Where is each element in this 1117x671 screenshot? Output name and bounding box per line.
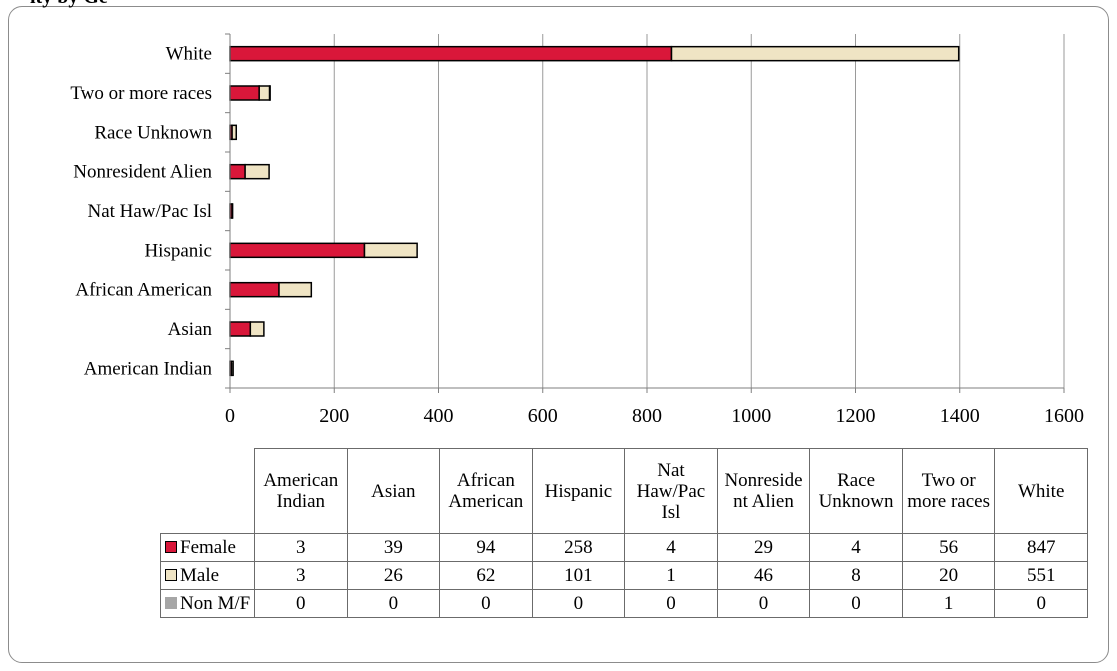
table-cell: 1	[624, 561, 718, 590]
table-header-cell: Nonreside nt Alien	[716, 448, 811, 534]
table-cell: 847	[994, 533, 1088, 562]
legend-non-mf: Non M/F	[160, 589, 255, 618]
x-tick-label: 1200	[836, 405, 876, 427]
table-cell: 258	[531, 533, 626, 562]
bar-male	[249, 321, 265, 337]
table-cell: 0	[809, 589, 903, 618]
table-cell: 0	[994, 589, 1088, 618]
table-header-cell: Nat Haw/Pac Isl	[624, 448, 718, 534]
bar-female	[229, 281, 280, 298]
legend-swatch-male	[165, 568, 177, 581]
table-cell: 0	[346, 589, 441, 618]
table-cell: 1	[901, 589, 996, 618]
table-cell: 46	[716, 561, 811, 590]
table-header-row: American Indian Asian African American H…	[160, 448, 1088, 534]
legend-male: Male	[160, 561, 255, 590]
bar-male	[244, 163, 270, 180]
legend-female: Female	[160, 533, 255, 562]
category-label: African American	[75, 280, 212, 301]
table-cell: 0	[254, 589, 348, 618]
x-tick-label: 800	[632, 405, 662, 427]
table-header-cell: Two or more races	[901, 448, 996, 534]
table-cell: 3	[254, 561, 348, 590]
table-cell: 0	[716, 589, 811, 618]
bar-male	[363, 242, 418, 259]
table-cell: 39	[346, 533, 441, 562]
bar-male	[258, 85, 271, 101]
bar-male	[278, 281, 313, 298]
table-row-male: Male 3 26 62 101 1 46 8 20 551	[160, 561, 1088, 590]
legend-label: Female	[180, 536, 236, 558]
category-label: Nonresident Alien	[73, 162, 212, 183]
table-header-cell: Race Unknown	[809, 448, 903, 534]
table-header-cell: African American	[439, 448, 533, 534]
category-label: Asian	[168, 319, 213, 340]
table-cell: 0	[531, 589, 626, 618]
data-table: American Indian Asian African American H…	[160, 448, 1088, 618]
gridlines	[333, 34, 1065, 388]
legend-swatch-female	[165, 540, 177, 553]
table-cell: 0	[624, 589, 718, 618]
table-header-cell: Hispanic	[531, 448, 626, 534]
table-row-non-mf: Non M/F 0 0 0 0 0 0 0 1 0	[160, 589, 1088, 618]
table-cell: 3	[254, 533, 348, 562]
x-tick-label: 1600	[1044, 405, 1084, 427]
table-cell: 4	[809, 533, 903, 562]
category-label: Hispanic	[144, 240, 212, 261]
table-cell: 8	[809, 561, 903, 590]
category-label: Nat Haw/Pac Isl	[87, 201, 212, 222]
bar-male	[231, 203, 234, 219]
chart-title: ity by Ge	[30, 0, 108, 9]
legend-swatch-non-mf	[165, 596, 177, 609]
bar-male	[670, 45, 960, 62]
table-corner	[160, 448, 255, 534]
legend-label: Male	[180, 564, 220, 586]
chart-frame	[8, 6, 1109, 663]
bar-female	[229, 85, 260, 101]
table-cell: 94	[439, 533, 533, 562]
legend-label: Non M/F	[180, 592, 251, 614]
category-label: Two or more races	[70, 83, 212, 104]
x-tick-label: 600	[528, 405, 558, 427]
table-cell: 20	[901, 561, 996, 590]
bar-female	[229, 321, 252, 337]
bar-male	[230, 360, 234, 377]
bar-non-m-f	[268, 85, 271, 101]
table-header-cell: Asian	[346, 448, 441, 534]
x-tick-label: 0	[225, 405, 235, 427]
bar-female	[229, 163, 246, 180]
category-label: American Indian	[84, 358, 213, 379]
bar-female	[229, 45, 673, 62]
table-cell: 101	[531, 561, 626, 590]
bar-male	[231, 124, 238, 141]
table-cell: 56	[901, 533, 996, 562]
x-tick-label: 200	[319, 405, 349, 427]
bar-female	[229, 242, 366, 259]
category-label: White	[166, 44, 212, 65]
category-label: Race Unknown	[94, 122, 212, 143]
x-tick-label: 1000	[731, 405, 771, 427]
table-cell: 62	[439, 561, 533, 590]
table-cell: 0	[439, 589, 533, 618]
table-row-female: Female 3 39 94 258 4 29 4 56 847	[160, 533, 1088, 562]
table-cell: 4	[624, 533, 718, 562]
bars	[229, 45, 960, 377]
x-tick-label: 400	[424, 405, 454, 427]
table-cell: 26	[346, 561, 441, 590]
table-header-cell: American Indian	[254, 448, 348, 534]
labels: 0 200 400 600 800 1000 1200 1400 1600 American In…	[70, 44, 1084, 427]
x-tick-label: 1400	[940, 405, 980, 427]
table-cell: 29	[716, 533, 811, 562]
table-header-cell: White	[994, 448, 1088, 534]
axes	[225, 33, 1065, 393]
table-cell: 551	[994, 561, 1088, 590]
